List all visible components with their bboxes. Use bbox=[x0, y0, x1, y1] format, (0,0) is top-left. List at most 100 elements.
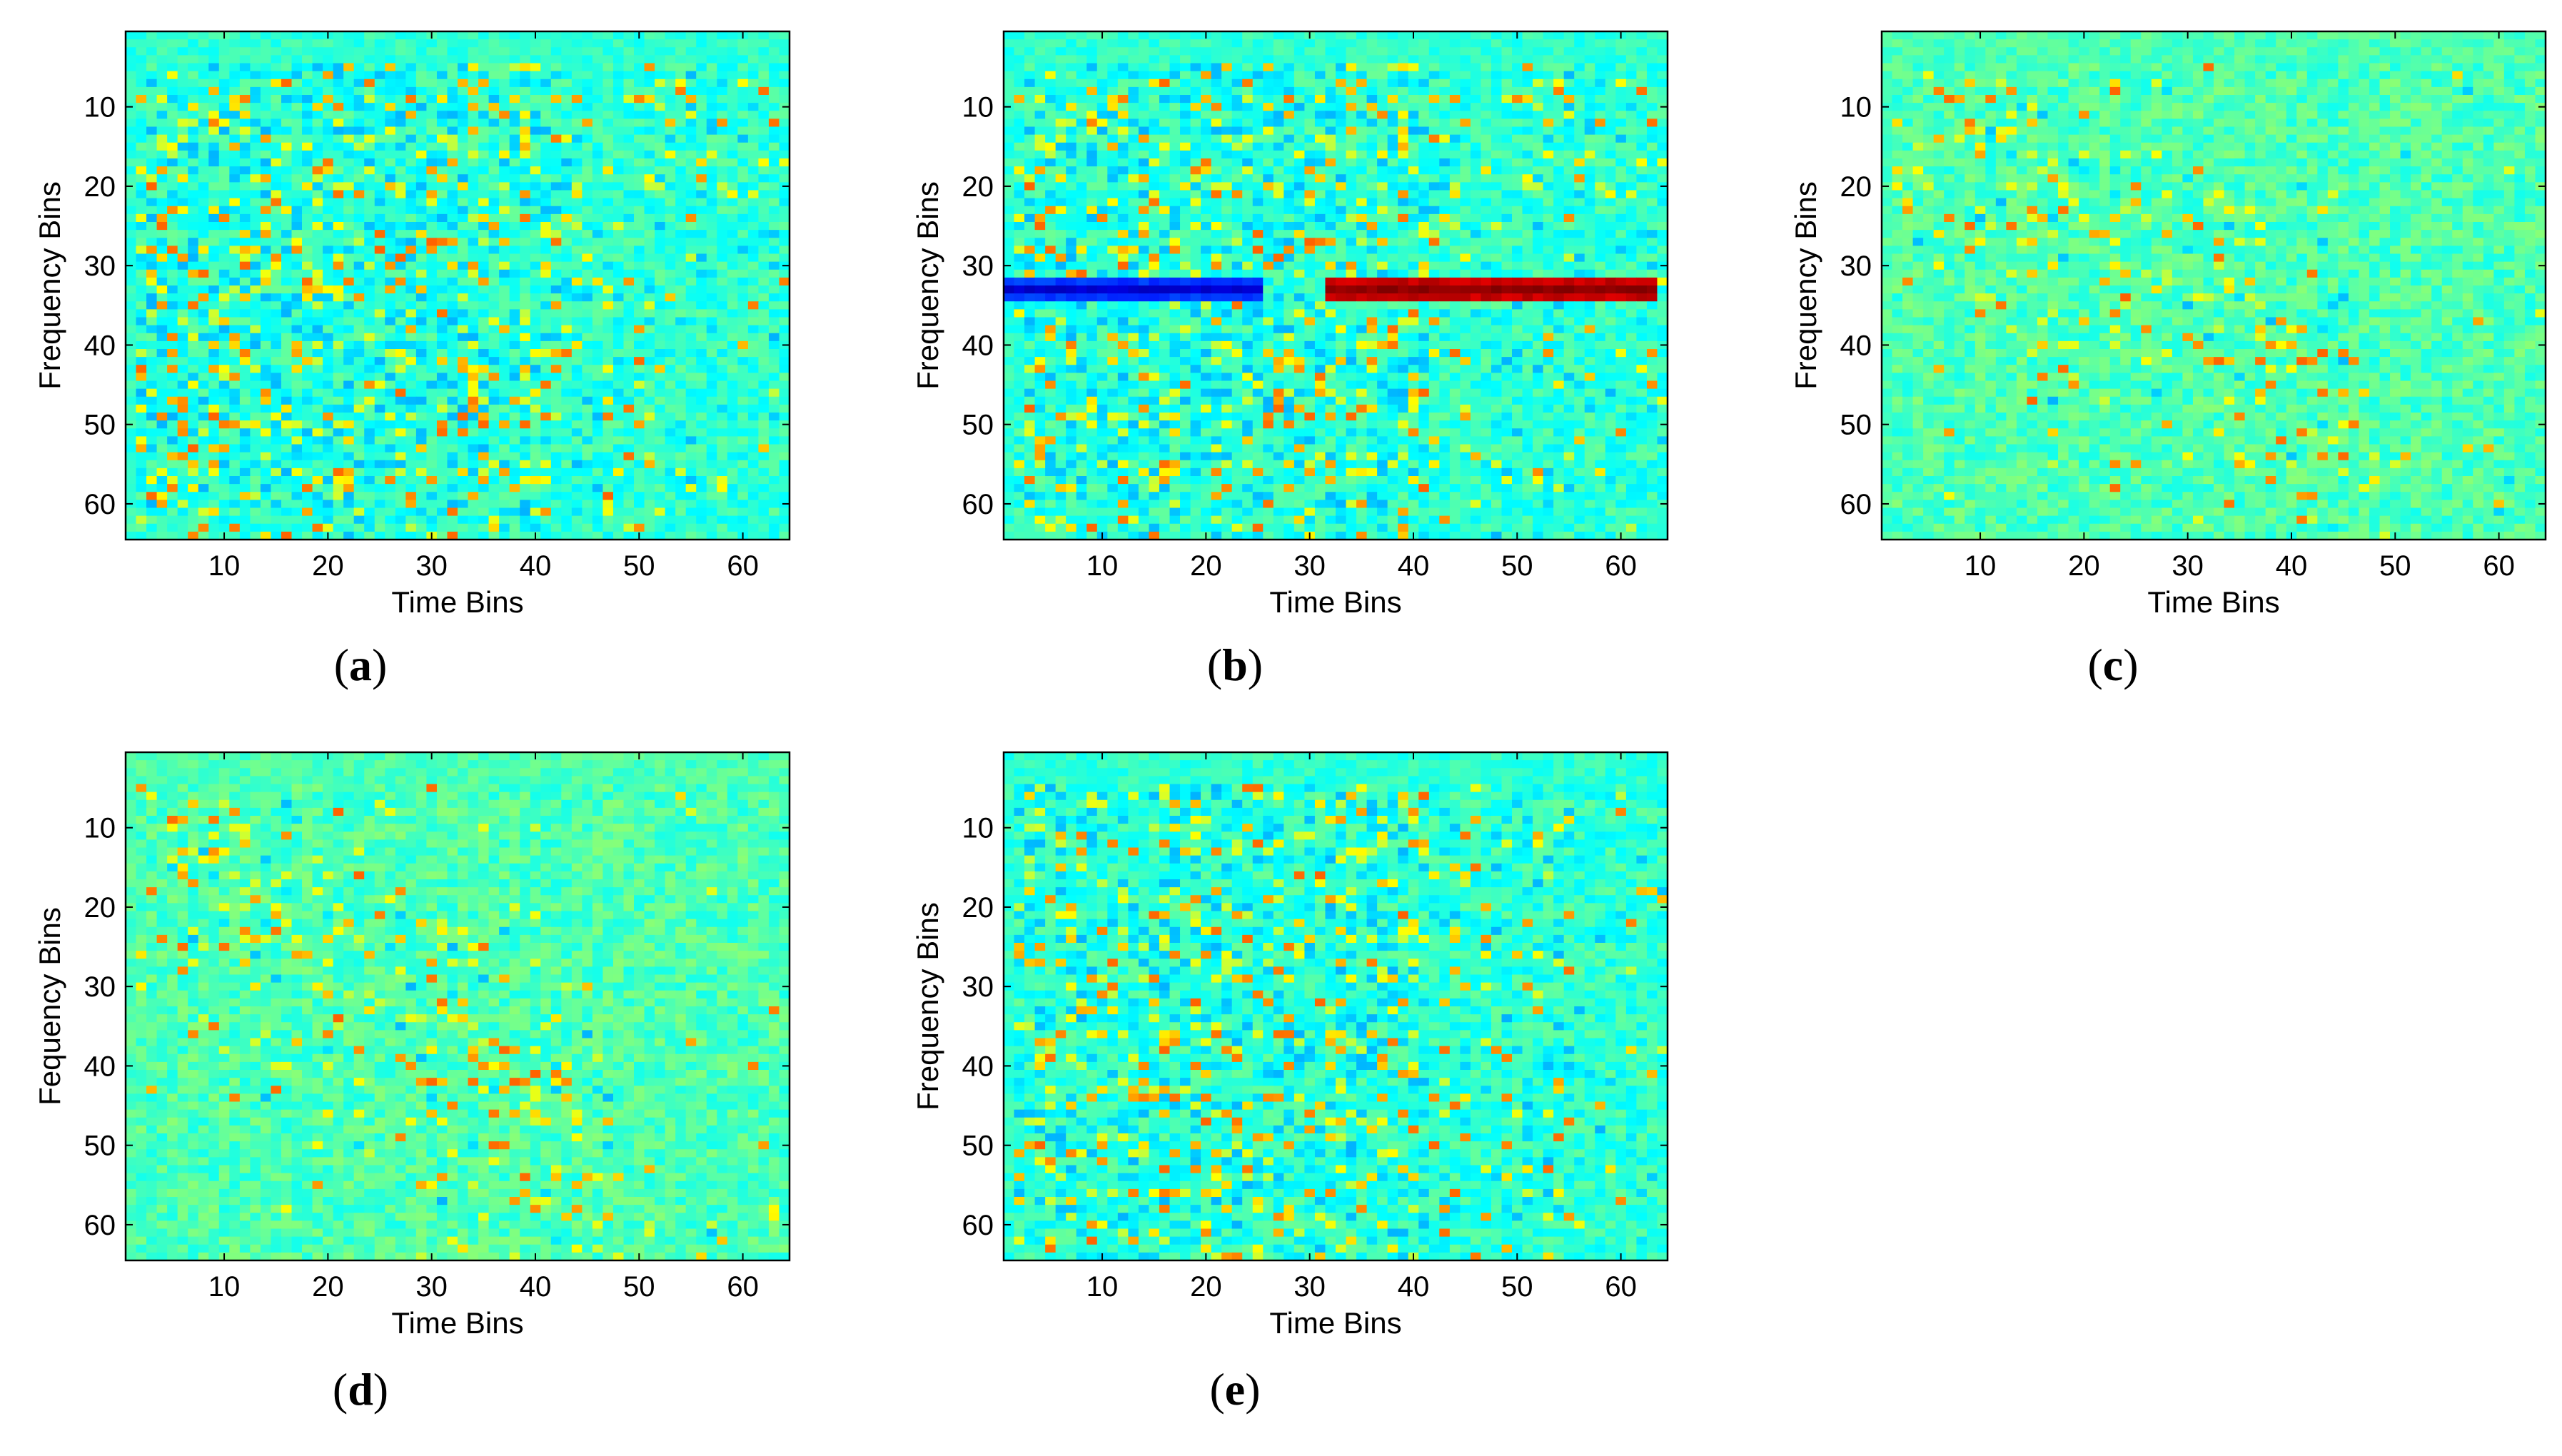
heatmap-cell bbox=[208, 413, 219, 421]
heatmap-cell bbox=[1076, 71, 1087, 80]
heatmap-cell bbox=[219, 492, 230, 500]
heatmap-cell bbox=[748, 397, 759, 405]
heatmap-cell bbox=[416, 381, 427, 390]
heatmap-cell bbox=[510, 230, 520, 238]
heatmap-cell bbox=[717, 428, 727, 437]
heatmap-cell bbox=[458, 39, 468, 48]
heatmap-cell bbox=[758, 79, 769, 88]
heatmap-cell bbox=[510, 365, 520, 373]
heatmap-cell bbox=[229, 222, 240, 231]
heatmap-cell bbox=[737, 318, 748, 326]
heatmap-cell bbox=[375, 79, 385, 88]
heatmap-cell bbox=[364, 174, 375, 183]
heatmap-cell bbox=[634, 71, 645, 80]
heatmap-cell bbox=[613, 301, 624, 310]
heatmap-cell bbox=[1615, 39, 1626, 48]
heatmap-cell bbox=[405, 460, 416, 469]
heatmap-cell bbox=[551, 445, 562, 453]
heatmap-cell bbox=[634, 262, 645, 271]
heatmap-cell bbox=[478, 95, 489, 103]
heatmap-cell bbox=[426, 445, 437, 453]
heatmap-cell bbox=[655, 453, 665, 461]
heatmap-cell bbox=[748, 238, 759, 246]
heatmap-cell bbox=[727, 182, 738, 191]
heatmap-cell bbox=[302, 64, 313, 72]
heatmap-cell bbox=[645, 373, 655, 381]
heatmap-cell bbox=[769, 31, 780, 40]
heatmap-cell bbox=[645, 293, 655, 302]
heatmap-cell bbox=[271, 405, 281, 413]
heatmap-cell bbox=[1170, 55, 1181, 64]
heatmap-cell bbox=[602, 468, 613, 477]
heatmap-cell bbox=[188, 118, 198, 127]
heatmap-cell bbox=[1647, 87, 1658, 96]
heatmap-cell bbox=[250, 278, 261, 286]
heatmap-cell bbox=[323, 333, 333, 342]
heatmap-cell bbox=[675, 254, 686, 263]
heatmap-cell bbox=[395, 389, 406, 398]
heatmap-cell bbox=[520, 278, 530, 286]
heatmap-cell bbox=[292, 516, 303, 525]
heatmap-cell bbox=[250, 349, 261, 358]
heatmap-cell bbox=[582, 262, 592, 271]
heatmap-cell bbox=[675, 381, 686, 390]
heatmap-cell bbox=[758, 182, 769, 191]
heatmap-cell bbox=[707, 95, 717, 103]
heatmap-cell bbox=[551, 325, 562, 334]
heatmap-cell bbox=[240, 47, 251, 56]
heatmap-cell bbox=[292, 135, 303, 143]
heatmap-cell bbox=[582, 468, 592, 477]
heatmap-cell bbox=[510, 460, 520, 469]
heatmap-cell bbox=[1283, 71, 1294, 80]
heatmap-cell bbox=[1388, 118, 1398, 127]
heatmap-cell bbox=[157, 71, 168, 80]
heatmap-cell bbox=[157, 238, 168, 246]
heatmap-cell bbox=[510, 500, 520, 508]
heatmap-cell bbox=[655, 118, 665, 127]
heatmap-cell bbox=[261, 87, 271, 96]
heatmap-cell bbox=[385, 381, 395, 390]
heatmap-cell bbox=[696, 318, 707, 326]
heatmap-cell bbox=[489, 87, 500, 96]
heatmap-cell bbox=[281, 460, 292, 469]
heatmap-cell bbox=[1128, 55, 1139, 64]
heatmap-cell bbox=[1170, 135, 1181, 143]
heatmap-cell bbox=[540, 87, 551, 96]
heatmap-cell bbox=[146, 87, 157, 96]
heatmap-cell bbox=[737, 333, 748, 342]
heatmap-cell bbox=[510, 71, 520, 80]
heatmap-cell bbox=[1191, 39, 1201, 48]
heatmap-cell bbox=[1595, 64, 1605, 72]
heatmap-cell bbox=[416, 285, 427, 294]
heatmap-cell bbox=[302, 405, 313, 413]
heatmap-cell bbox=[333, 222, 344, 231]
heatmap-cell bbox=[665, 79, 676, 88]
heatmap-cell bbox=[313, 238, 323, 246]
heatmap-cell bbox=[281, 135, 292, 143]
heatmap-cell bbox=[582, 373, 592, 381]
heatmap-cell bbox=[250, 460, 261, 469]
heatmap-cell bbox=[343, 397, 354, 405]
heatmap-cell bbox=[779, 254, 790, 263]
heatmap-cell bbox=[1139, 47, 1149, 56]
heatmap-cell bbox=[426, 492, 437, 500]
heatmap-cell bbox=[707, 79, 717, 88]
heatmap-cell bbox=[645, 135, 655, 143]
heatmap-cell bbox=[447, 166, 458, 175]
heatmap-cell bbox=[157, 373, 168, 381]
heatmap-cell bbox=[510, 428, 520, 437]
heatmap-cell bbox=[1574, 64, 1585, 72]
heatmap-cell bbox=[1253, 55, 1264, 64]
heatmap-cell bbox=[727, 373, 738, 381]
heatmap-cell bbox=[696, 158, 707, 167]
heatmap-cell bbox=[188, 301, 198, 310]
heatmap-cell bbox=[364, 39, 375, 48]
heatmap-cell bbox=[1398, 95, 1408, 103]
heatmap-cell bbox=[686, 135, 697, 143]
heatmap-cell bbox=[758, 166, 769, 175]
heatmap-cell bbox=[520, 500, 530, 508]
heatmap-cell bbox=[1605, 118, 1616, 127]
heatmap-cell bbox=[157, 301, 168, 310]
heatmap-cell bbox=[302, 246, 313, 254]
heatmap-cell bbox=[354, 436, 365, 445]
